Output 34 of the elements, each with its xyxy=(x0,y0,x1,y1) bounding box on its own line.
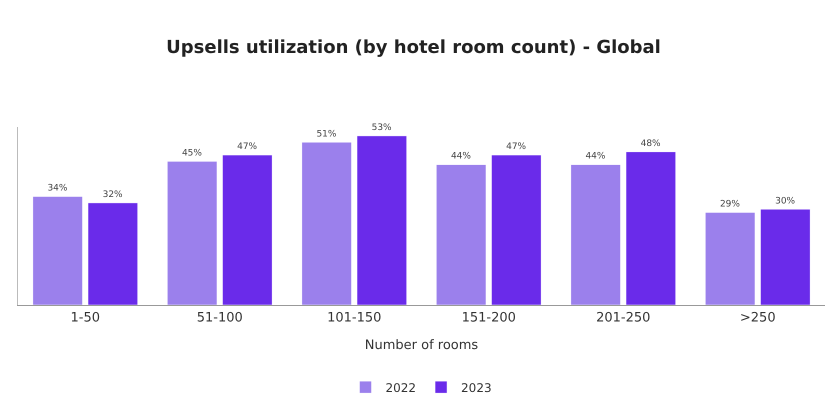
data-label: 51% xyxy=(316,129,337,140)
x-tick-label: 1-50 xyxy=(70,310,100,326)
x-tick-label: >250 xyxy=(740,310,776,326)
bar xyxy=(222,154,272,305)
bar xyxy=(302,142,352,305)
bar xyxy=(88,202,138,305)
bar xyxy=(491,154,542,305)
x-tick-label: 151-200 xyxy=(462,310,516,326)
data-label: 47% xyxy=(237,142,258,152)
bar xyxy=(705,212,756,305)
bar xyxy=(626,152,676,305)
data-label: 48% xyxy=(640,138,662,149)
data-label: 47% xyxy=(506,142,527,152)
data-label: 44% xyxy=(450,152,472,162)
bar xyxy=(167,161,218,305)
data-label: 30% xyxy=(775,196,796,206)
legend-label: 2022 xyxy=(386,380,416,395)
x-axis-title: Number of rooms xyxy=(364,338,478,354)
bar xyxy=(436,164,486,305)
data-label: 32% xyxy=(102,190,124,200)
legend-label: 2023 xyxy=(461,380,492,395)
x-tick-label: 51-100 xyxy=(196,310,243,326)
x-tick-label: 101-150 xyxy=(327,310,382,326)
chart-title: Upsells utilization (by hotel room count) - Global xyxy=(166,37,661,58)
bar xyxy=(356,136,407,305)
data-label: 45% xyxy=(182,148,202,158)
data-label: 44% xyxy=(585,152,606,162)
data-label: 53% xyxy=(372,122,392,133)
x-tick-label: 201-250 xyxy=(596,310,650,326)
data-label: 29% xyxy=(720,199,740,210)
bar xyxy=(760,209,810,305)
bar xyxy=(32,196,83,305)
data-label: 34% xyxy=(47,184,68,194)
bar xyxy=(570,164,621,305)
